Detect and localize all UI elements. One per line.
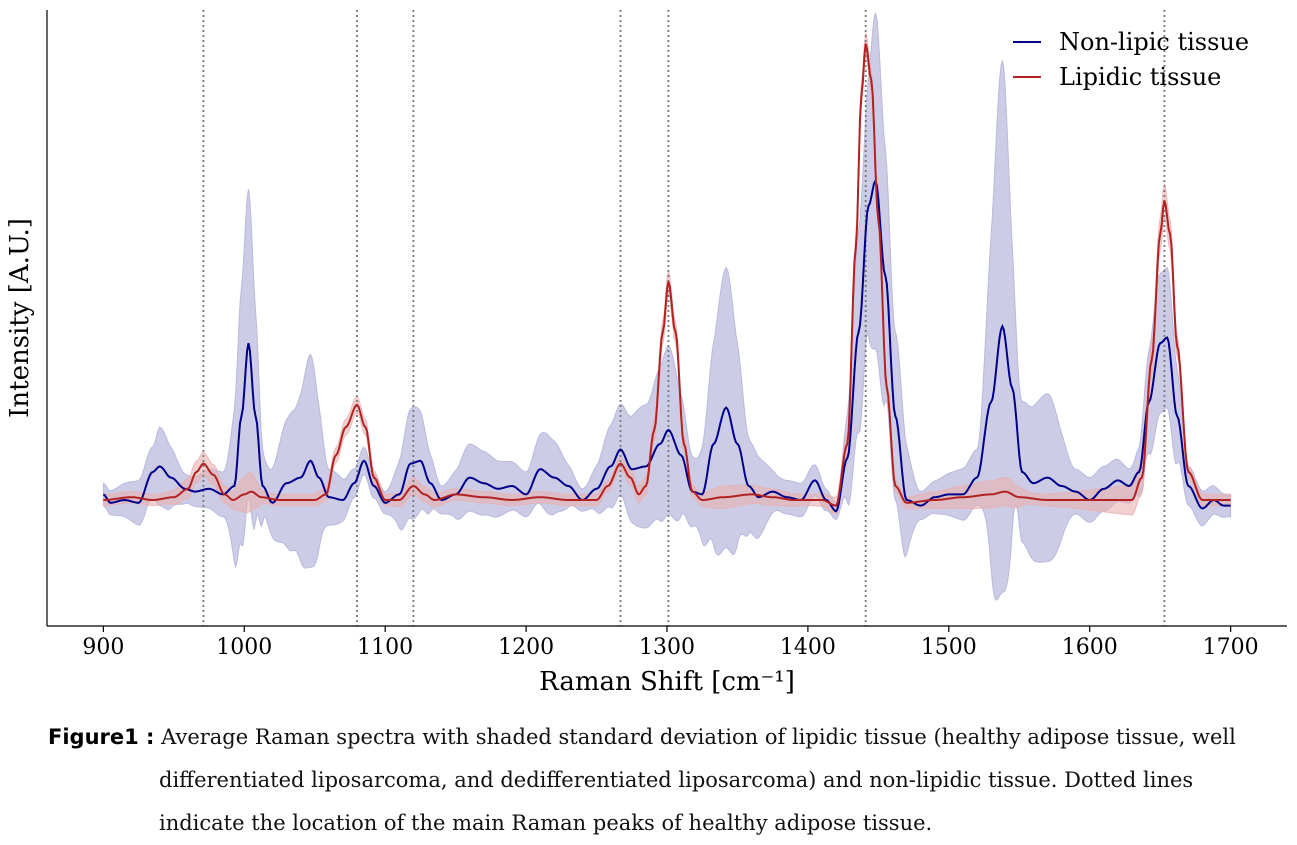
x-tick-label: 1400 <box>780 635 836 660</box>
band-non-lipic <box>102 12 1232 601</box>
figure-caption: Figure1 : Average Raman spectra with sha… <box>48 716 1263 845</box>
std-bands <box>102 12 1232 601</box>
caption-text: Average Raman spectra with shaded standa… <box>159 725 1236 835</box>
x-tick-label: 1500 <box>921 635 977 660</box>
x-axis-label: Raman Shift [cm⁻¹] <box>539 667 795 697</box>
x-tick-label: 1300 <box>639 635 695 660</box>
x-tick-label: 1700 <box>1203 635 1259 660</box>
mean-lines <box>102 43 1231 513</box>
legend-label-non-lipic: Non-lipic tissue <box>1059 28 1249 56</box>
x-tick-label: 900 <box>82 635 124 660</box>
series-line-non-lipic <box>102 178 1231 513</box>
legend-label-lipidic: Lipidic tissue <box>1059 63 1221 91</box>
caption-label: Figure1 : <box>48 725 155 749</box>
legend: Non-lipic tissue Lipidic tissue <box>1013 28 1249 91</box>
x-tick-label: 1100 <box>357 635 413 660</box>
x-tick-label: 1200 <box>498 635 554 660</box>
x-ticks: 900 1000 1100 1200 1300 1400 1500 1600 1700 <box>82 626 1259 660</box>
x-tick-label: 1000 <box>216 635 272 660</box>
y-axis-label: Intensity [A.U.] <box>5 218 35 418</box>
series-line-lipidic <box>103 43 1231 507</box>
spectra-chart: 900 1000 1100 1200 1300 1400 1500 1600 1700 Rama… <box>5 10 1287 697</box>
x-tick-label: 1600 <box>1062 635 1118 660</box>
